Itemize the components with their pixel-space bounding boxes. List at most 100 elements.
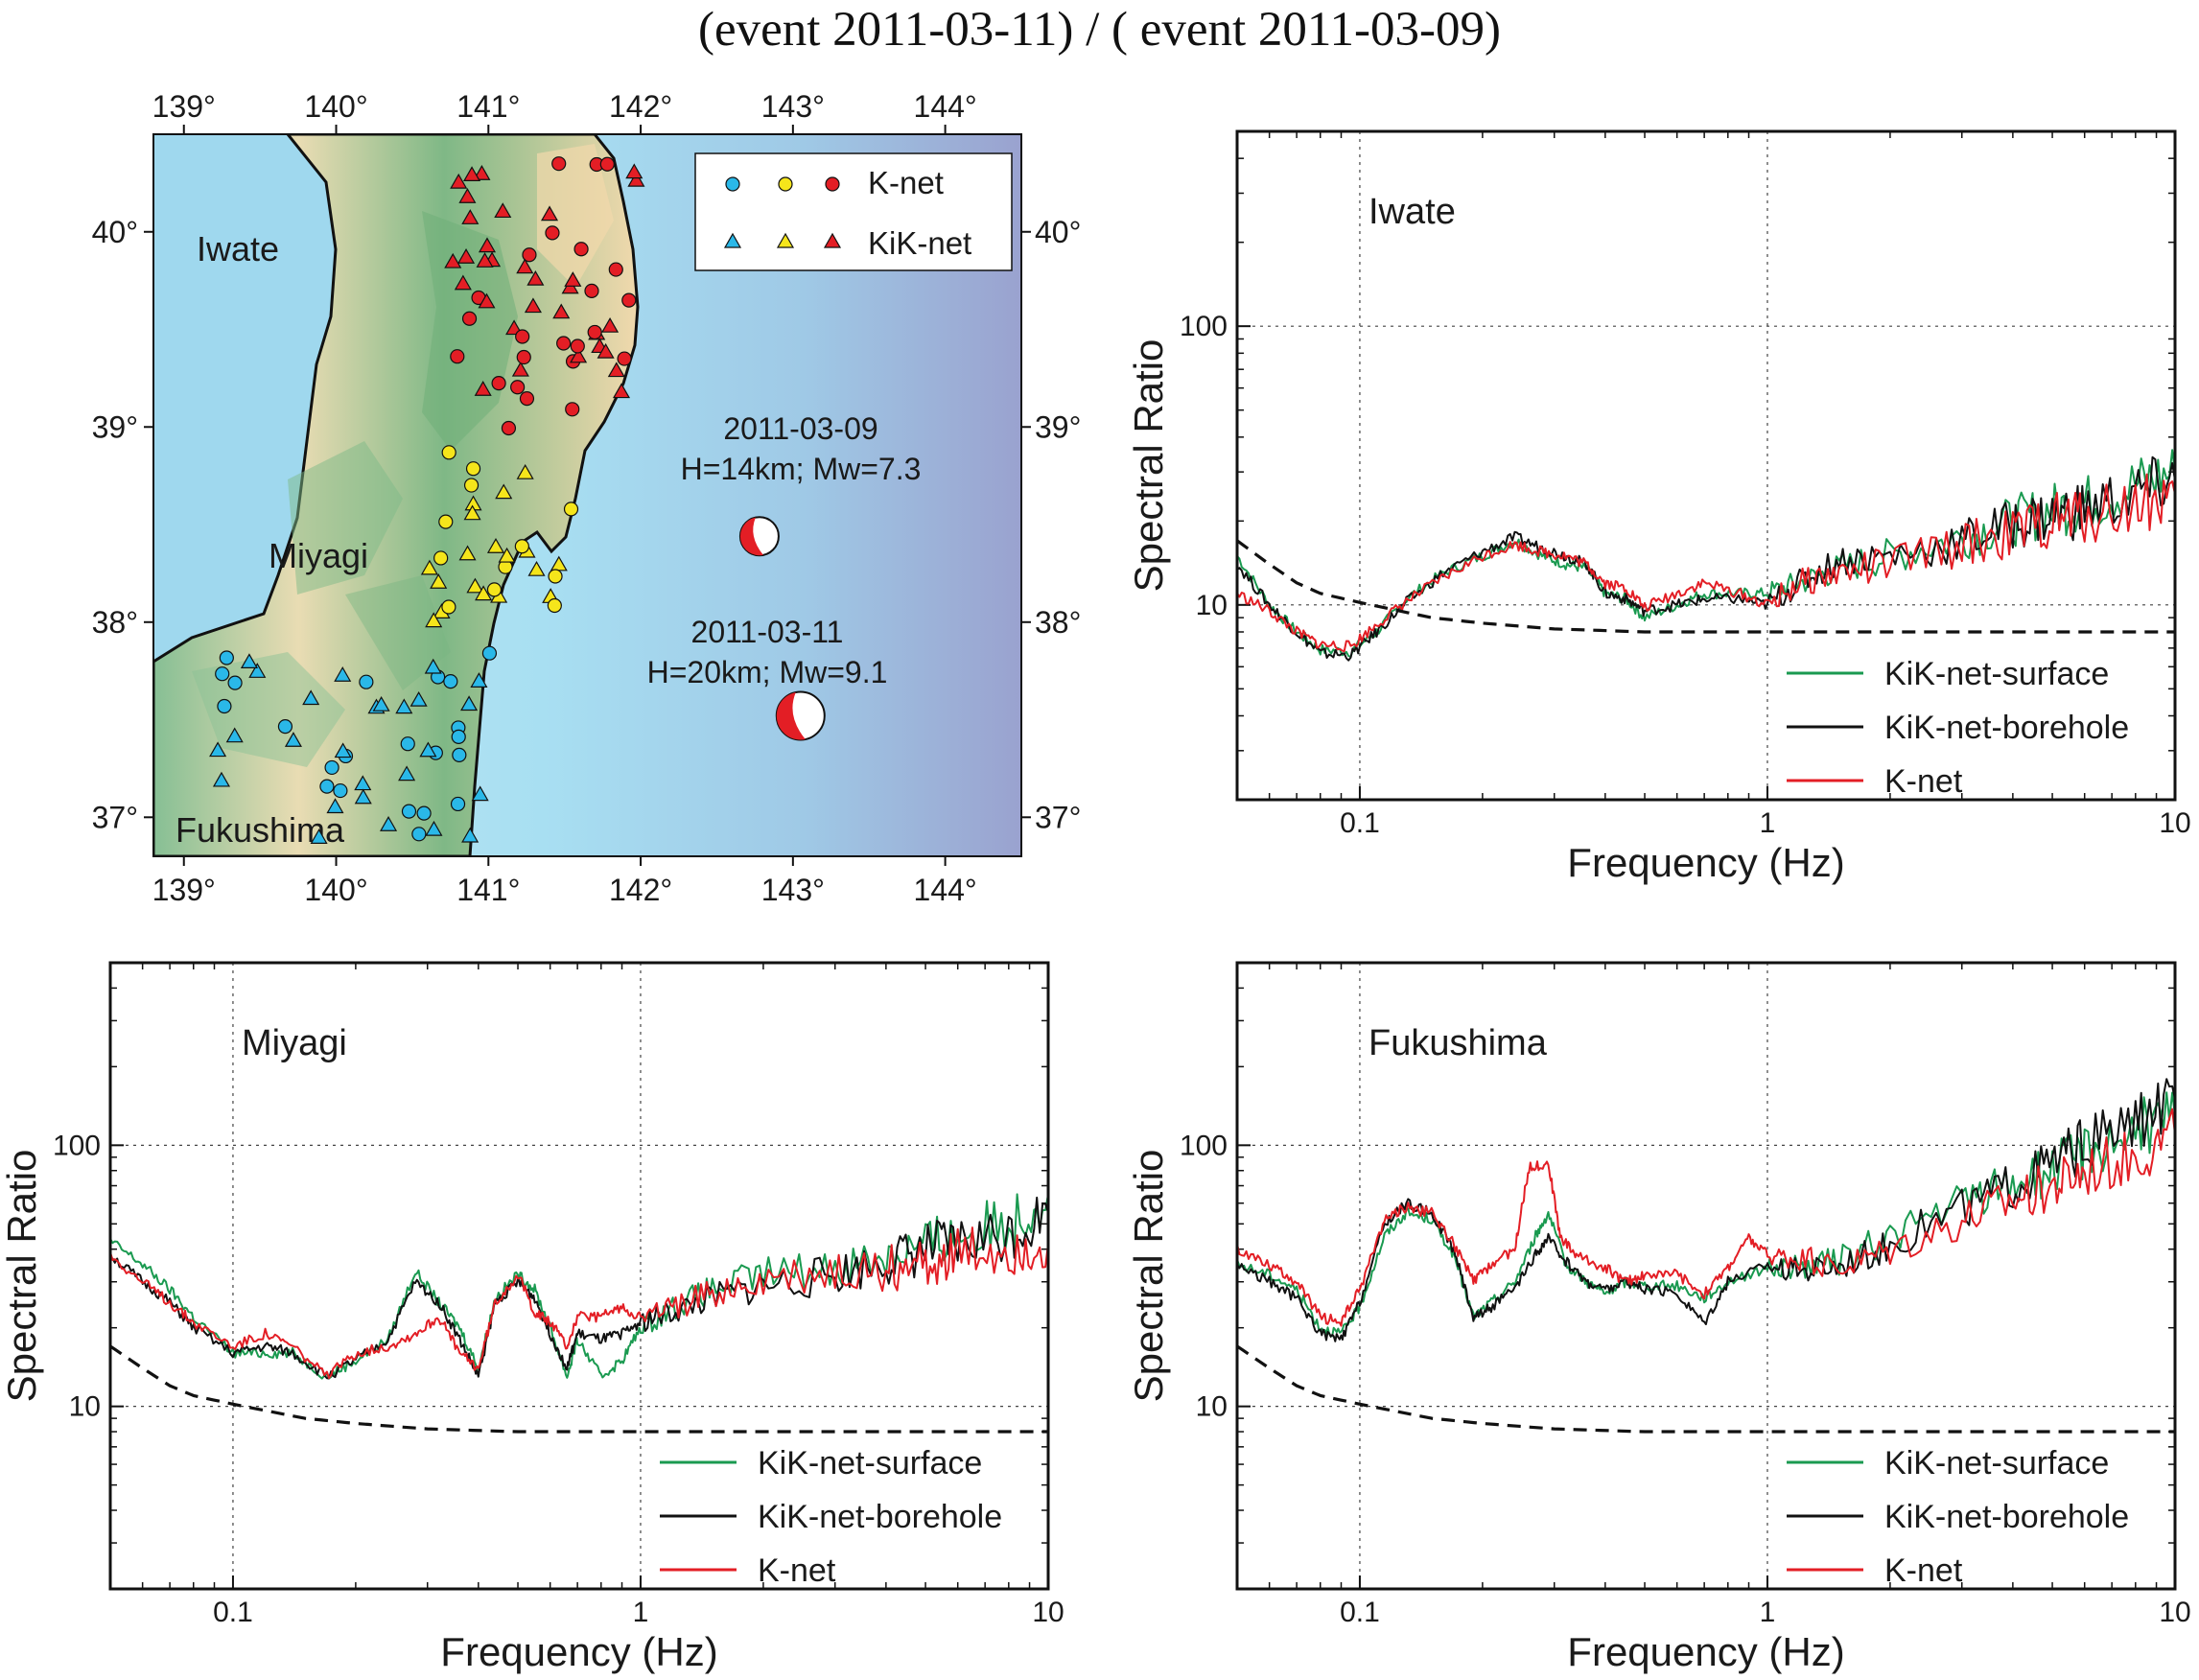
series-group: [1237, 1078, 2175, 1434]
y-axis-label: Spectral Ratio: [0, 1150, 44, 1403]
legend-knet-red-circle: [825, 176, 840, 192]
fukushima-knet-station: [451, 729, 466, 744]
lon-tick-label-bottom: 144°: [914, 873, 977, 907]
fukushima-knet-station: [359, 674, 374, 689]
region-label-miyagi: Miyagi: [269, 536, 368, 575]
relief-patch: [537, 144, 614, 288]
map-legend-box: [694, 152, 1013, 271]
miyagi-knet-station: [463, 478, 480, 493]
miyagi-kiknet-station: [527, 560, 546, 576]
reference-curve: [1237, 539, 2175, 634]
lon-tick-label-bottom: 143°: [761, 873, 825, 907]
iwate-knet-station: [551, 156, 567, 172]
iwate-kiknet-station: [524, 297, 542, 314]
series-kik-net-surface: [1237, 1091, 2175, 1338]
fukushima-knet-station: [319, 779, 335, 794]
iwate-knet-station: [599, 156, 615, 172]
miyagi-knet-station: [547, 597, 562, 614]
y-tick-label: 100: [1180, 1130, 1228, 1161]
x-tick-label: 1: [1760, 1597, 1776, 1628]
fukushima-knet-station: [416, 805, 432, 821]
fukushima-kiknet-station: [209, 741, 227, 758]
miyagi-knet-station: [563, 502, 579, 517]
fukushima-kiknet-station: [380, 816, 398, 831]
series-kik-net-borehole: [1237, 455, 2175, 662]
iwate-kiknet-station: [570, 347, 588, 363]
legend-knet-blue-circle: [725, 176, 740, 192]
iwate-kiknet-station: [552, 303, 571, 319]
fukushima-kiknet-station: [409, 690, 428, 707]
panel-region-label: Iwate: [1369, 192, 1456, 232]
lat-tick-label-right: 39°: [1035, 409, 1081, 444]
lat-tick-label-right: 38°: [1035, 605, 1081, 640]
event-beachball-quadrant: [776, 691, 806, 740]
fukushima-kiknet-station: [225, 727, 244, 743]
iwate-knet-station: [461, 311, 478, 326]
fukushima-kiknet-station: [471, 785, 489, 802]
iwate-knet-station: [491, 376, 506, 391]
event-markers: [738, 516, 826, 741]
iwate-kiknet-station: [478, 292, 496, 309]
lon-tick-label-top: 140°: [304, 89, 367, 124]
panel-frame: [108, 961, 1050, 1591]
fukushima-knet-station: [411, 827, 427, 842]
legend-label: K-net: [1884, 1552, 1963, 1589]
event-params-1: H=14km; Mw=7.3: [681, 452, 922, 486]
map-tick-labels: 139° 139° 140° 140° 141° 141° 142° 142° 143° 143°…: [92, 89, 1082, 907]
station-markers: [209, 156, 645, 844]
miyagi-kiknet-station: [458, 545, 477, 561]
miyagi-knet-station: [465, 461, 481, 477]
region-label-iwate: Iwate: [197, 229, 279, 268]
miyagi-knet-station: [438, 514, 454, 529]
iwate-knet-station: [587, 324, 602, 340]
fukushima-knet-station: [452, 747, 467, 762]
relief-patch: [288, 441, 403, 595]
iwate-knet-station: [608, 262, 623, 277]
legend-kiknet-blue-triangle: [723, 232, 742, 248]
iwate-kiknet-station: [478, 237, 497, 253]
fukushima-kiknet-station: [284, 732, 302, 747]
series-group: [1237, 449, 2175, 662]
iwate-knet-station: [510, 380, 526, 395]
iwate-kiknet-station: [564, 271, 582, 287]
fukushima-knet-station: [215, 666, 230, 682]
event-date-2: 2011-03-11: [691, 615, 844, 649]
iwate-knet-station: [515, 329, 530, 344]
miyagi-kiknet-station: [486, 538, 505, 553]
fukushima-kiknet-station: [460, 695, 479, 712]
iwate-kiknet-station: [540, 205, 559, 222]
panel-region-label: Fukushima: [1369, 1023, 1548, 1063]
lat-tick-label-left: 38°: [92, 605, 138, 640]
fukushima-kiknet-station: [310, 828, 328, 844]
x-tick-label: 1: [1760, 807, 1776, 839]
lat-tick-label-left: 37°: [92, 800, 138, 834]
lon-tick-label-top: 141°: [456, 89, 520, 124]
x-tick-label: 0.1: [213, 1597, 253, 1628]
relief-patch: [422, 211, 518, 451]
lon-tick-label-bottom: 139°: [152, 873, 216, 907]
x-axis-label: Frequency (Hz): [1567, 1629, 1844, 1674]
iwate-kiknet-station: [607, 362, 625, 378]
iwate-kiknet-station: [463, 166, 481, 182]
fukushima-kiknet-station: [302, 689, 320, 706]
fukushima-knet-station: [219, 650, 234, 665]
iwate-kiknet-station: [473, 165, 491, 180]
miyagi-kiknet-station: [495, 483, 513, 500]
legend-kiknet-label: KiK-net: [868, 225, 971, 261]
lon-tick-label-bottom: 142°: [609, 873, 672, 907]
panel-region-label: Miyagi: [242, 1023, 347, 1063]
panel-iwate: 0.1 1 10 10 100 Frequency (Hz) Spectral Ratio I…: [1126, 129, 2191, 885]
sea-of-japan: [153, 134, 336, 662]
fukushima-knet-station: [324, 759, 339, 776]
fukushima-kiknet-station: [372, 695, 390, 712]
miyagi-kiknet-station: [516, 463, 534, 479]
miyagi-knet-station: [548, 569, 563, 584]
y-tick-label: 100: [53, 1130, 101, 1161]
legend-label: KiK-net-borehole: [758, 1499, 1002, 1535]
iwate-kiknet-station: [511, 361, 529, 377]
miyagi-kiknet-station: [463, 504, 481, 521]
fukushima-kiknet-station: [334, 742, 352, 758]
fukushima-kiknet-station: [419, 741, 437, 758]
miyagi-kiknet-station: [466, 577, 484, 594]
x-tick-label: 10: [2159, 1597, 2190, 1628]
